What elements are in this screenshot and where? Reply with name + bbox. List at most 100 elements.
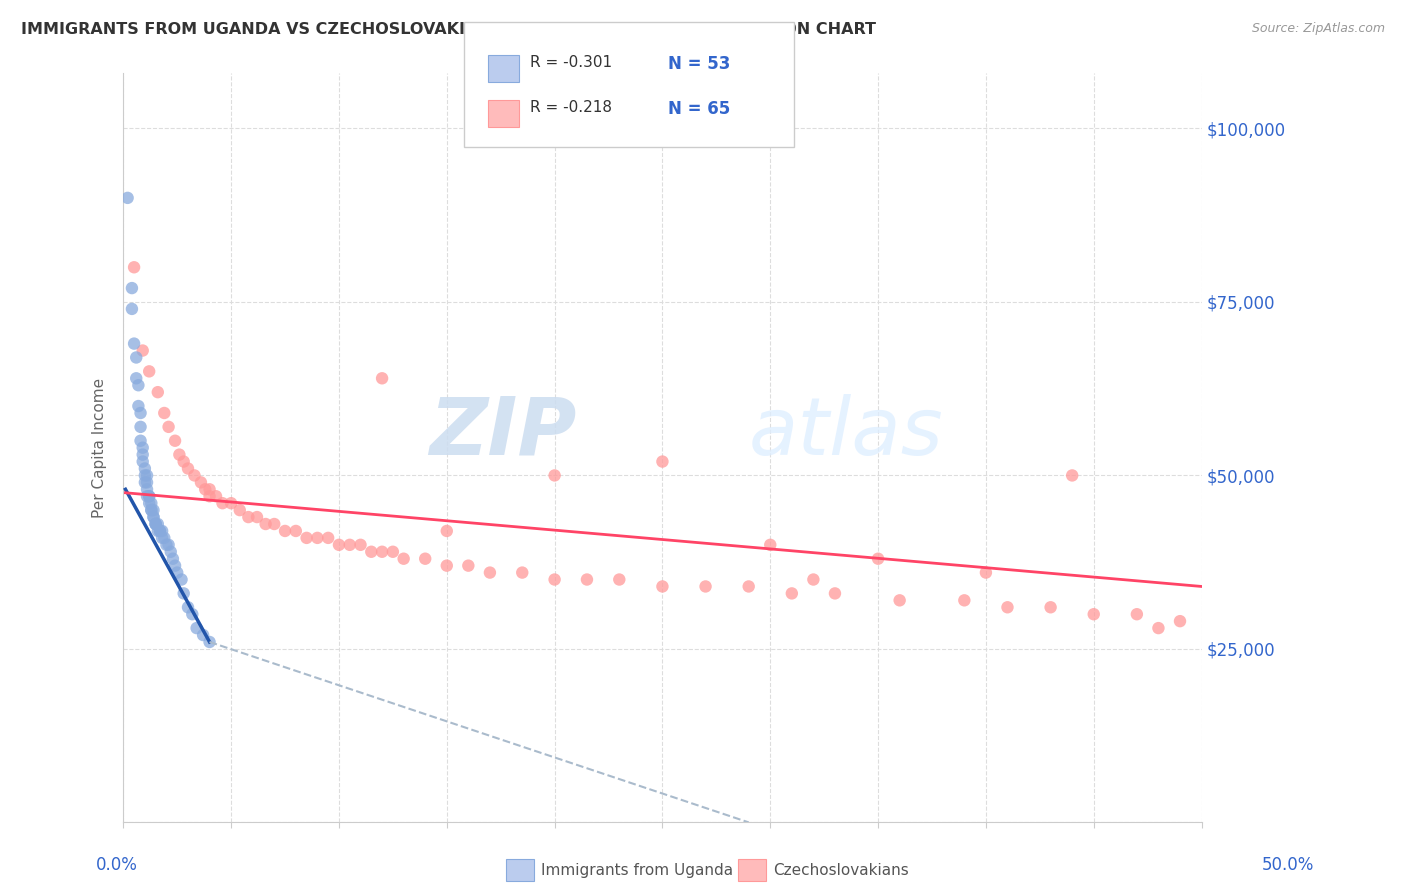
Point <box>198 489 221 503</box>
Point <box>134 461 156 475</box>
Point <box>177 461 200 475</box>
Point <box>136 468 159 483</box>
Point <box>127 399 149 413</box>
Point <box>177 600 200 615</box>
Point <box>136 483 159 497</box>
Point <box>183 468 205 483</box>
Point <box>254 516 277 531</box>
Point <box>695 579 717 593</box>
Point <box>145 516 167 531</box>
Point <box>155 538 177 552</box>
Point <box>198 635 221 649</box>
Point <box>149 524 172 538</box>
Point <box>349 538 371 552</box>
Point <box>122 336 145 351</box>
Point <box>238 510 260 524</box>
Point <box>651 579 673 593</box>
Point <box>575 573 598 587</box>
Point <box>478 566 501 580</box>
Point <box>457 558 479 573</box>
Text: N = 65: N = 65 <box>668 100 730 118</box>
Point <box>889 593 911 607</box>
Point <box>153 406 176 420</box>
Point <box>436 558 458 573</box>
Point <box>136 475 159 490</box>
Point <box>737 579 759 593</box>
Point <box>142 510 165 524</box>
Point <box>162 551 184 566</box>
Point <box>759 538 782 552</box>
Point <box>191 628 214 642</box>
Point <box>121 301 143 316</box>
Text: R = -0.301: R = -0.301 <box>530 55 612 70</box>
Point <box>125 371 148 385</box>
Point <box>1126 607 1149 622</box>
Point <box>1062 468 1084 483</box>
Point <box>141 503 163 517</box>
Point <box>129 434 152 448</box>
Point <box>371 371 394 385</box>
Point <box>295 531 318 545</box>
Point <box>146 524 169 538</box>
Point <box>229 503 252 517</box>
Point <box>136 489 159 503</box>
Text: Source: ZipAtlas.com: Source: ZipAtlas.com <box>1251 22 1385 36</box>
Point <box>186 621 208 635</box>
Text: IMMIGRANTS FROM UGANDA VS CZECHOSLOVAKIAN PER CAPITA INCOME CORRELATION CHART: IMMIGRANTS FROM UGANDA VS CZECHOSLOVAKIA… <box>21 22 876 37</box>
Point <box>173 454 195 468</box>
Point <box>211 496 233 510</box>
Point <box>307 531 329 545</box>
Point <box>138 489 160 503</box>
Point <box>316 531 339 545</box>
Text: Immigrants from Uganda: Immigrants from Uganda <box>541 863 734 878</box>
Point <box>198 483 221 497</box>
Point <box>138 364 160 378</box>
Point <box>190 475 212 490</box>
Point <box>436 524 458 538</box>
Point <box>125 351 148 365</box>
Point <box>142 503 165 517</box>
Point <box>165 434 187 448</box>
Point <box>165 558 187 573</box>
Point <box>543 573 565 587</box>
Point <box>953 593 976 607</box>
Point <box>803 573 825 587</box>
Point <box>166 566 188 580</box>
Point <box>129 420 152 434</box>
Point <box>274 524 297 538</box>
Point <box>132 441 155 455</box>
Point <box>129 406 152 420</box>
Point <box>173 586 195 600</box>
Point <box>132 454 155 468</box>
Point <box>543 468 565 483</box>
Point <box>132 343 155 358</box>
Point <box>150 524 173 538</box>
Point <box>145 516 167 531</box>
Point <box>997 600 1019 615</box>
Point <box>974 566 997 580</box>
Point <box>868 551 890 566</box>
Point <box>219 496 242 510</box>
Point <box>413 551 436 566</box>
Point <box>121 281 143 295</box>
Point <box>145 516 167 531</box>
Point <box>780 586 803 600</box>
Point <box>246 510 269 524</box>
Point <box>651 454 673 468</box>
Point <box>284 524 307 538</box>
Point <box>149 524 172 538</box>
Point <box>132 448 155 462</box>
Point <box>1083 607 1105 622</box>
Point <box>263 516 285 531</box>
Point <box>134 468 156 483</box>
Y-axis label: Per Capita Income: Per Capita Income <box>93 377 107 517</box>
Text: R = -0.218: R = -0.218 <box>530 100 612 115</box>
Point <box>1147 621 1170 635</box>
Point <box>138 489 160 503</box>
Point <box>146 385 169 400</box>
Text: Czechoslovakians: Czechoslovakians <box>773 863 910 878</box>
Point <box>122 260 145 275</box>
Point <box>607 573 630 587</box>
Point <box>141 503 163 517</box>
Point <box>328 538 350 552</box>
